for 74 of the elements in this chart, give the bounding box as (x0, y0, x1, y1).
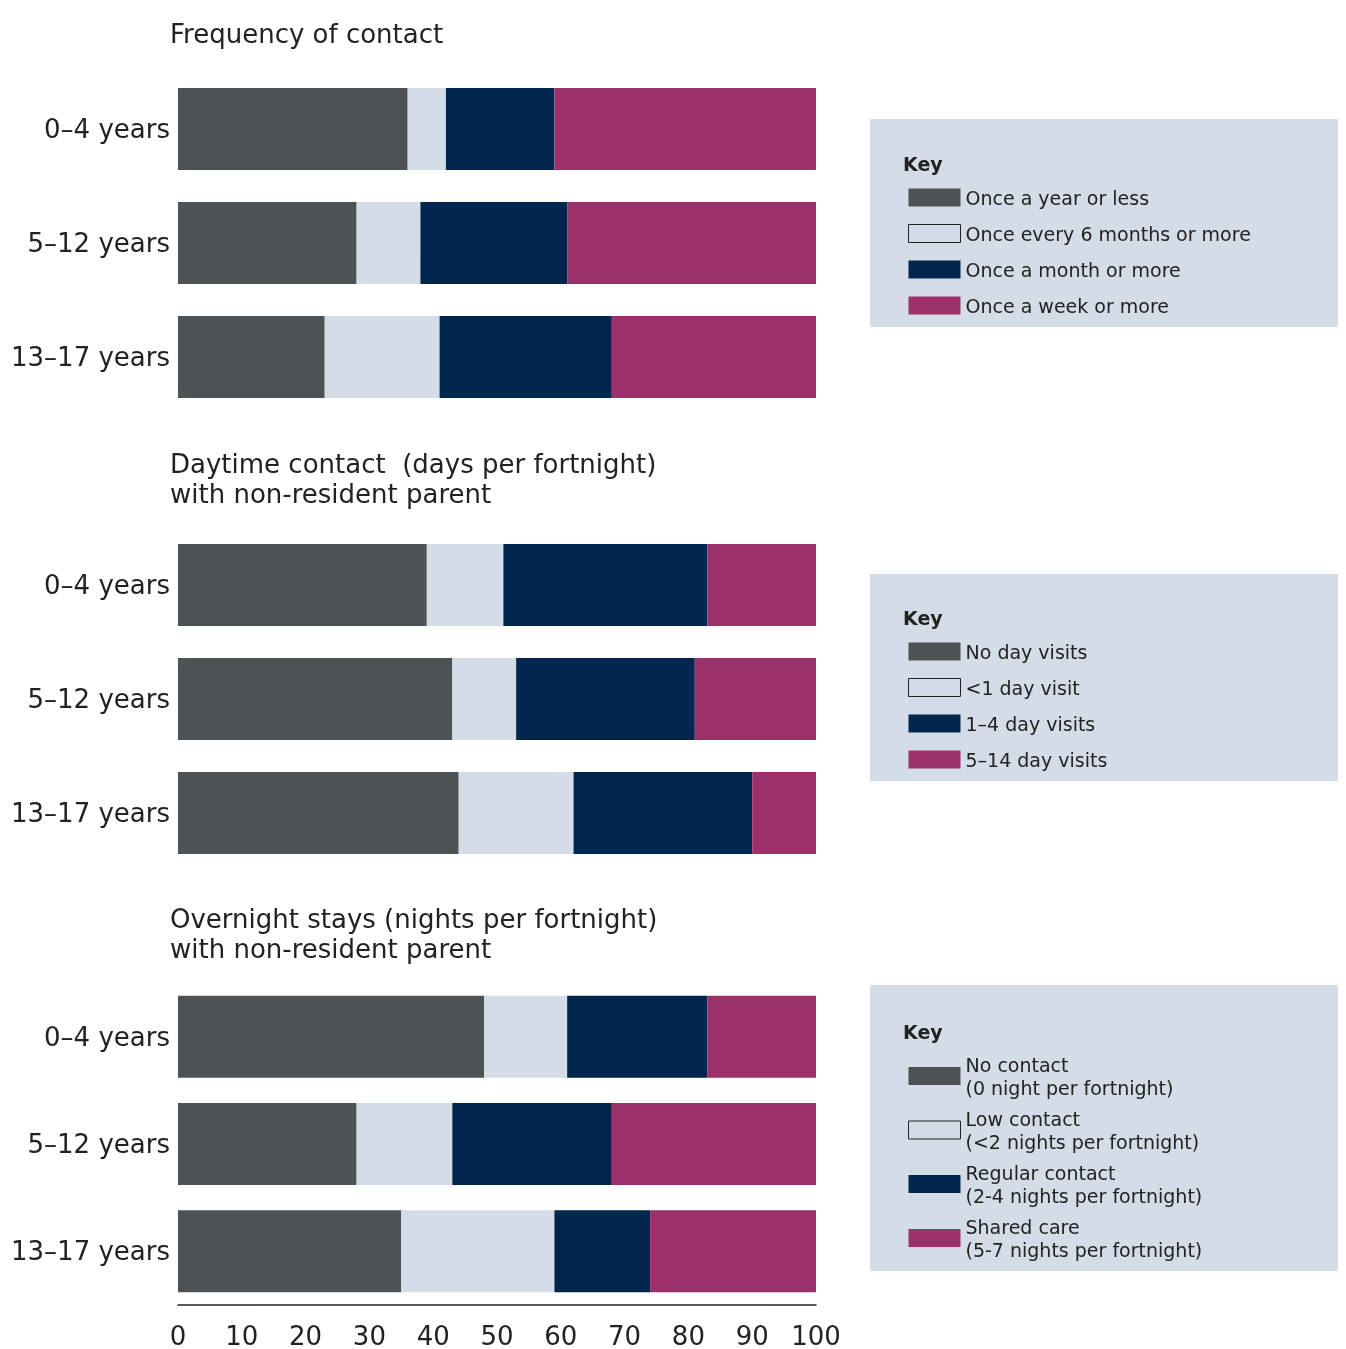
bar (694, 658, 816, 740)
bar (177, 316, 325, 398)
y-tick-label: 0–4 years (44, 1021, 170, 1052)
bar (407, 88, 446, 170)
legend-label: Once a month or more (965, 258, 1181, 281)
bar (426, 544, 504, 626)
y-tick-label: 13–17 years (11, 342, 170, 372)
chart-title: Daytime contact (days per fortnight) with non-resident parent (170, 449, 657, 509)
y-tick-label: 13–17 years (11, 1236, 170, 1267)
y-tick-label: 0–4 years (44, 114, 170, 144)
bar (177, 772, 459, 854)
x-tick-label: 100 (791, 1321, 841, 1349)
y-tick-label: 0–4 years (44, 570, 170, 600)
legend-title: Key (903, 152, 944, 175)
bar (567, 995, 708, 1078)
x-tick-label: 80 (671, 1321, 705, 1349)
legend-label: Once every 6 months or more (965, 222, 1251, 245)
legend-label: Once a week or more (965, 294, 1170, 317)
bar (439, 316, 612, 398)
legend-title: Key (903, 606, 944, 629)
bar (420, 202, 568, 284)
bar (611, 316, 816, 398)
bar (177, 1103, 357, 1185)
x-tick-label: 50 (480, 1321, 514, 1349)
y-tick-label: 5–12 years (27, 684, 170, 714)
bar (611, 1103, 816, 1185)
chart-title: Frequency of contact (170, 19, 444, 49)
bar (356, 1103, 453, 1185)
legend-label: No day visits (965, 640, 1088, 663)
legend-label: Shared care (5-7 nights per fortnight) (965, 1215, 1203, 1261)
bar (458, 772, 574, 854)
legend-label: Once a year or less (965, 186, 1150, 209)
bar (177, 88, 408, 170)
bar (707, 995, 816, 1078)
bar (650, 1210, 816, 1293)
bar (452, 658, 517, 740)
legend-label: 1–4 day visits (965, 712, 1096, 735)
bar (177, 658, 453, 740)
legend-label: Regular contact (2-4 nights per fortnight) (965, 1161, 1203, 1207)
x-tick-label: 0 (169, 1321, 187, 1349)
x-tick-label: 10 (225, 1321, 259, 1349)
bar (503, 544, 708, 626)
bar (177, 544, 427, 626)
bar (484, 995, 568, 1078)
legend-label: Low contact (<2 nights per fortnight) (965, 1107, 1200, 1153)
bar (324, 316, 440, 398)
legend-label: 5–14 day visits (965, 748, 1108, 771)
chart-title: Overnight stays (nights per fortnight) with non-resident parent (170, 904, 658, 964)
legend-title: Key (903, 1020, 944, 1043)
y-tick-label: 5–12 years (27, 228, 170, 258)
bar (452, 1103, 612, 1185)
bar (356, 202, 421, 284)
bar (445, 88, 555, 170)
bar (177, 202, 357, 284)
bar (707, 544, 816, 626)
x-tick-label: 60 (544, 1321, 578, 1349)
x-tick-label: 20 (289, 1321, 323, 1349)
bar (554, 88, 816, 170)
x-tick-label: 30 (352, 1321, 386, 1349)
bar (752, 772, 816, 854)
x-tick-label: 90 (735, 1321, 769, 1349)
y-tick-label: 13–17 years (11, 798, 170, 828)
legend-label: <1 day visit (965, 676, 1080, 699)
bar (516, 658, 695, 740)
bar (567, 202, 816, 284)
bar (554, 1210, 651, 1293)
bar (177, 1210, 402, 1293)
x-tick-label: 40 (416, 1321, 450, 1349)
bar (401, 1210, 555, 1293)
y-tick-label: 5–12 years (27, 1129, 170, 1159)
x-tick-label: 70 (608, 1321, 642, 1349)
bar (177, 995, 485, 1078)
bar (573, 772, 753, 854)
legend-label: No contact (0 night per fortnight) (965, 1053, 1174, 1099)
